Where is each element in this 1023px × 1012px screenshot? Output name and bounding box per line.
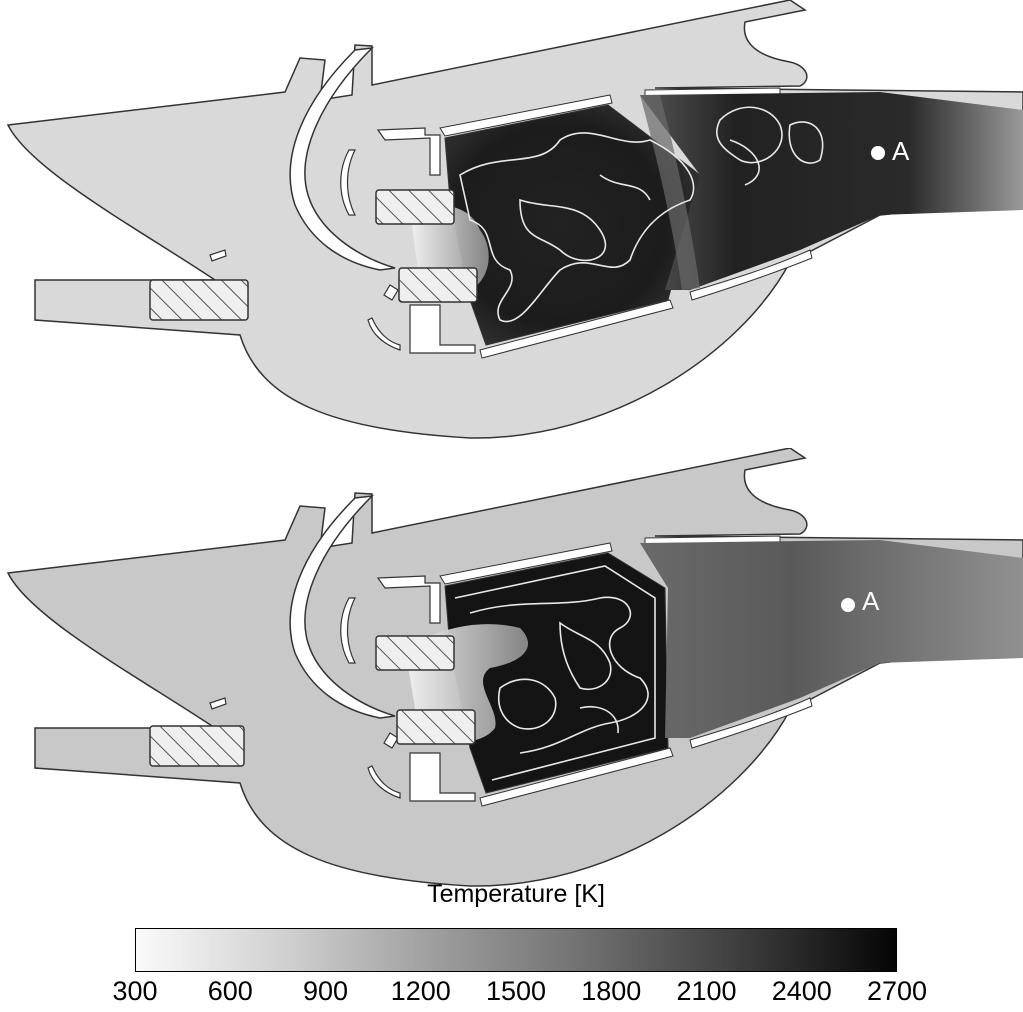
exhaust-zone (640, 92, 1023, 290)
combustor-section-top (6, 0, 1023, 439)
liner-top (439, 94, 613, 137)
hatched-block-burner-lower (396, 709, 476, 745)
colorbar-tick-label: 1500 (485, 976, 547, 1006)
temperature-field-top: A (0, 0, 1023, 450)
colorbar-title: Temperature [K] (427, 880, 605, 908)
temperature-field-bottom: A (0, 448, 1023, 898)
colorbar-gradient (135, 928, 897, 972)
liner-top (439, 542, 613, 585)
colorbar-tick-label: 2700 (866, 976, 928, 1006)
probe-point-a (841, 598, 855, 612)
colorbar-tick-label: 900 (302, 976, 349, 1006)
exhaust-liner-bottom (689, 249, 813, 301)
annulus-channel (289, 47, 396, 271)
liner-bottom (479, 299, 674, 359)
exhaust-liner-bottom (689, 697, 813, 749)
hatched-block-burner-upper (375, 635, 455, 671)
swirler-vanes (209, 575, 476, 802)
colorbar-tick-label: 2100 (676, 976, 737, 1006)
liner-bottom (479, 747, 674, 807)
swirler-vanes (209, 127, 476, 354)
temperature-colorbar: Temperature [K] 300 600 900 1200 1500 1800 210… (112, 880, 927, 1010)
probe-point-a-label: A (862, 586, 880, 616)
probe-point-a (871, 146, 885, 160)
colorbar-tick-label: 2400 (771, 976, 832, 1006)
exhaust-zone (640, 540, 1023, 738)
annulus-channel (289, 495, 396, 719)
combustor-section-bottom (6, 448, 1023, 887)
probe-point-a-label: A (892, 136, 910, 166)
temperature-isolines (454, 565, 656, 781)
hatched-block-burner-lower (398, 267, 478, 303)
colorbar-tick-label: 300 (112, 976, 158, 1006)
colorbar-tick-labels: 300 600 900 1200 1500 1800 2100 2400 2700 (112, 976, 927, 1010)
colorbar-tick-label: 1800 (581, 976, 642, 1006)
temperature-isolines (459, 106, 824, 323)
colorbar-tick-label: 600 (207, 976, 253, 1006)
hatched-block-inlet (149, 279, 249, 321)
colorbar-tick-label: 1200 (390, 976, 451, 1006)
hatched-block-burner-upper (375, 189, 455, 225)
exhaust-mixing-band (640, 95, 700, 290)
hatched-block-inlet (149, 725, 245, 767)
